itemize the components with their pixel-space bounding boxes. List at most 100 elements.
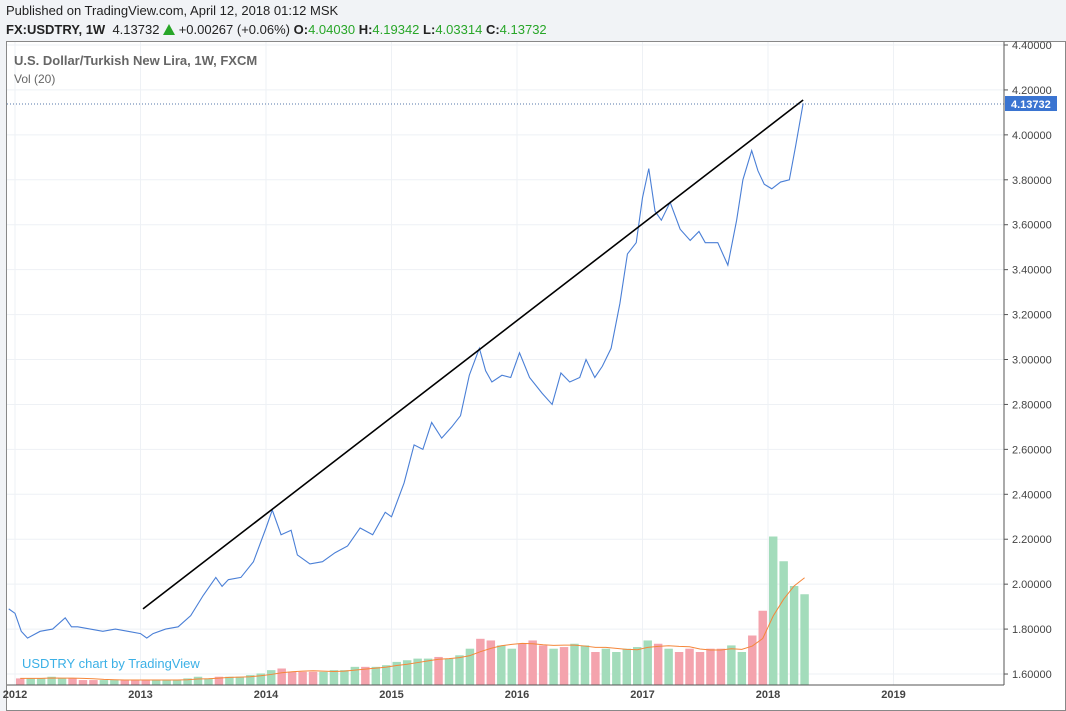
y-tick-label: 4.00000 [1012, 130, 1052, 142]
volume-bar [266, 670, 276, 685]
x-tick-label: 2016 [505, 689, 529, 701]
volume-bar [758, 610, 767, 685]
volume-bar [193, 676, 203, 685]
x-tick-label: 2014 [254, 689, 279, 701]
volume-bar [89, 680, 98, 685]
y-tick-label: 2.40000 [1012, 489, 1052, 501]
volume-bar [528, 640, 537, 685]
y-tick-label: 3.20000 [1012, 310, 1052, 322]
y-tick-label: 3.40000 [1012, 265, 1052, 277]
volume-bar [110, 680, 119, 685]
open-value: 4.04030 [308, 22, 356, 37]
volume-bar [538, 645, 548, 685]
y-tick-label: 3.80000 [1012, 175, 1052, 187]
x-tick-label: 2015 [379, 689, 403, 701]
volume-bar [413, 658, 422, 685]
volume-bar [120, 680, 130, 685]
volume-bar [78, 680, 88, 685]
y-tick-label: 3.60000 [1012, 220, 1052, 232]
volume-bar [235, 676, 245, 685]
volume-bar [517, 643, 527, 685]
open-label: O: [293, 22, 309, 37]
volume-bar [141, 680, 150, 685]
volume-bar [695, 652, 705, 685]
close-value: 4.13732 [499, 22, 547, 37]
volume-bar [214, 676, 224, 685]
volume-bar [580, 645, 590, 685]
volume-bar [225, 676, 234, 685]
low-label: L: [423, 22, 436, 37]
last-price-label: 4.13732 [1011, 99, 1051, 111]
volume-bar [486, 640, 496, 685]
volume-bar [559, 647, 569, 685]
volume-bar [16, 678, 25, 685]
volume-bar [570, 643, 579, 685]
quote-line: FX:USDTRY, 1W 4.13732 +0.00267 (+0.06%) … [6, 22, 547, 37]
volume-bar [131, 680, 140, 685]
volume-bar [507, 648, 516, 685]
volume-bar [392, 661, 401, 685]
volume-bar [737, 652, 747, 685]
volume-bar [643, 640, 652, 685]
volume-ma-line [20, 577, 805, 681]
volume-bar [434, 656, 443, 685]
volume-bar [340, 670, 349, 685]
watermark: USDTRY chart by TradingView [22, 656, 200, 671]
volume-bar [371, 666, 381, 685]
last-price: 4.13732 [112, 22, 160, 37]
volume-bar [277, 668, 286, 685]
volume-bar [287, 671, 297, 685]
x-tick-label: 2012 [3, 689, 27, 701]
published-note: Published on TradingView.com, April 12, … [6, 3, 339, 18]
volume-bar [308, 671, 318, 685]
x-tick-label: 2013 [128, 689, 152, 701]
volume-bar [329, 670, 339, 685]
volume-bar [172, 680, 182, 685]
volume-bar [26, 678, 35, 685]
symbol: FX:USDTRY, 1W [6, 22, 106, 37]
chart-title: U.S. Dollar/Turkish New Lira, 1W, FXCM [14, 53, 258, 68]
volume-bar [748, 635, 757, 685]
volume-bar [768, 536, 778, 685]
volume-bar [476, 638, 485, 685]
volume-bar [497, 645, 506, 685]
volume-bar [151, 680, 161, 685]
volume-bar [162, 680, 171, 685]
trend-line [142, 99, 804, 610]
close-label: C: [485, 22, 500, 37]
volume-bar [633, 647, 642, 685]
volume-bar [319, 671, 328, 685]
x-tick-label: 2019 [881, 689, 905, 701]
volume-bar [601, 648, 611, 685]
high-value: 4.19342 [372, 22, 420, 37]
volume-bar [465, 648, 475, 685]
volume-bar [298, 671, 307, 685]
volume-legend: Vol (20) [14, 72, 56, 86]
volume-bar [99, 680, 109, 685]
volume-bar [183, 678, 192, 685]
y-tick-label: 2.00000 [1012, 579, 1052, 591]
volume-bar [382, 665, 391, 685]
volume-bar [204, 678, 213, 685]
volume-bar [591, 652, 600, 685]
volume-bar [361, 666, 370, 685]
volume-bar [455, 655, 464, 685]
volume-bar [612, 652, 621, 685]
volume-bar [423, 658, 433, 685]
chart-frame[interactable] [6, 41, 1066, 711]
volume-bar [664, 648, 673, 685]
y-tick-label: 4.20000 [1012, 85, 1052, 97]
y-tick-label: 3.00000 [1012, 355, 1052, 367]
price-line [8, 103, 804, 639]
volume-bar [57, 678, 67, 685]
volume-bar [779, 561, 788, 685]
volume-bar [402, 660, 412, 685]
y-tick-label: 1.80000 [1012, 624, 1052, 636]
y-tick-label: 2.20000 [1012, 534, 1052, 546]
volume-bar [716, 648, 726, 685]
volume-bar [36, 678, 46, 685]
y-tick-label: 2.60000 [1012, 444, 1052, 456]
volume-bar [727, 645, 736, 685]
volume-bar [622, 648, 632, 685]
